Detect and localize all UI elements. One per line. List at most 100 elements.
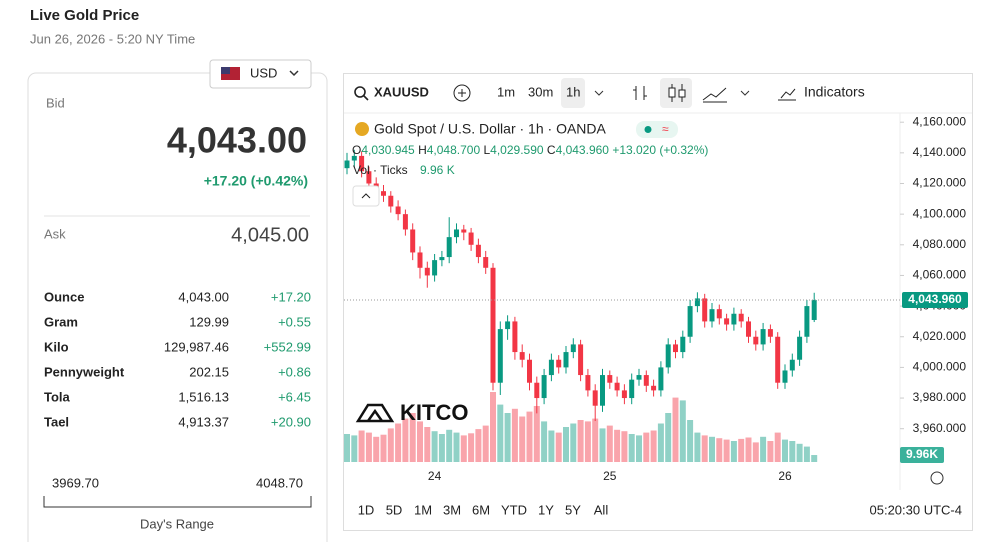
volume-bar (446, 429, 453, 462)
gold-icon (355, 122, 369, 136)
volume-bar (730, 441, 737, 462)
collapse-chevron (361, 193, 371, 199)
candle-body (490, 267, 496, 383)
period[interactable]: 5D (386, 502, 403, 517)
volume-bar (380, 434, 387, 462)
unit-price: 129,987.46 (164, 339, 229, 354)
search-icon (354, 86, 366, 98)
volume-bar (533, 406, 540, 462)
range-high: 4048.70 (256, 475, 303, 490)
y-tick-label: 4,080.000 (913, 237, 967, 251)
candle-body (797, 336, 803, 360)
candle-body (534, 382, 540, 399)
chevron (594, 90, 604, 96)
candle-body (497, 329, 503, 383)
volume-bar (402, 418, 409, 462)
unit-change: +6.45 (278, 389, 311, 404)
volume-bar (650, 430, 657, 462)
symbol[interactable]: XAUUSD (374, 84, 429, 99)
unit-name: Ounce (44, 289, 84, 304)
volume-bar (519, 416, 526, 462)
candle-body (760, 329, 766, 345)
candle-body (592, 390, 598, 406)
period[interactable]: All (594, 502, 609, 517)
last-price-badge (902, 292, 968, 309)
unit-table: Ounce 4,043.00 +17.20 Gram 129.99 +0.55 Kilo 12… (44, 289, 311, 429)
unit-change: +0.86 (278, 364, 311, 379)
logo-mark (355, 403, 395, 423)
candle-body (709, 309, 715, 322)
volume-bar (723, 439, 730, 462)
flag-canton (221, 67, 230, 74)
period[interactable]: 1D (358, 502, 375, 517)
volume-badge-label: 9.96K (906, 447, 938, 461)
plus (458, 89, 466, 97)
candle-body (512, 321, 518, 353)
candle-body (614, 382, 620, 391)
compare-button[interactable] (453, 84, 471, 102)
period[interactable]: YTD (501, 502, 527, 517)
candle-body (548, 359, 554, 376)
y-tick-label: 4,020.000 (913, 329, 967, 343)
volume-bar (548, 430, 555, 462)
period[interactable]: 1Y (538, 502, 554, 517)
interval[interactable]: 1h (566, 84, 580, 99)
y-tick-label: 3,980.000 (913, 390, 967, 404)
candle-body (578, 344, 584, 376)
volume-bar (614, 429, 621, 462)
ohlc-legend: O4,030.945 H4,048.700 L4,029.590 C4,043.… (352, 143, 708, 157)
volume-bar (417, 421, 423, 462)
indicators[interactable]: Indicators (804, 84, 865, 100)
volume-bar (387, 428, 394, 462)
area-style[interactable] (702, 87, 727, 103)
candle-body (775, 336, 781, 383)
unit-price: 4,043.00 (178, 289, 229, 304)
candle-body (694, 298, 700, 307)
volume-bar (577, 420, 584, 462)
volume-bar (563, 427, 569, 462)
x-tick-label: 26 (778, 469, 792, 483)
bar-style[interactable] (633, 86, 647, 100)
status-wave: ≈ (662, 122, 669, 136)
volume-bar (811, 455, 818, 462)
volume-bar (482, 425, 489, 462)
volume-bar (584, 421, 591, 462)
volume-bar (687, 420, 694, 462)
range-low: 3969.70 (52, 475, 99, 490)
volume-bar (709, 436, 715, 462)
volume-bar (789, 441, 796, 462)
ask-label: Ask (44, 226, 66, 241)
volume-bar (738, 438, 745, 462)
unit-price: 4,913.37 (178, 414, 229, 429)
period[interactable]: 5Y (565, 502, 581, 517)
volume-bar (358, 430, 365, 462)
volume-bar (745, 437, 752, 462)
volume-bar (606, 425, 613, 462)
volume-bar (365, 432, 372, 462)
volume-bar (701, 435, 708, 462)
page-title: Live Gold Price (30, 7, 139, 24)
interval[interactable]: 1m (497, 84, 515, 99)
x-tick-label: 25 (603, 469, 617, 483)
date: Jun 26, 2026 - 5:20 NY Time (30, 31, 195, 46)
volume-bar (628, 434, 635, 462)
interval-active (561, 78, 585, 108)
period[interactable]: 6M (472, 502, 490, 517)
settings[interactable] (930, 471, 944, 485)
interval[interactable]: 30m (528, 84, 553, 99)
l-prefix: L (483, 143, 490, 157)
y-tick-label: 4,140.000 (913, 145, 967, 159)
candle-body (789, 359, 795, 371)
candle-style[interactable] (660, 78, 692, 108)
period[interactable]: 1M (414, 502, 432, 517)
volume-bar (526, 411, 533, 462)
search-icon-handle (363, 95, 369, 101)
candle-body (702, 298, 708, 322)
o-value: 4,030.945 (361, 143, 415, 157)
period[interactable]: 3M (443, 502, 461, 517)
unit-name: Gram (44, 314, 78, 329)
collapse-button[interactable] (352, 185, 380, 207)
volume-bar (438, 434, 445, 462)
candle-body (746, 321, 751, 337)
